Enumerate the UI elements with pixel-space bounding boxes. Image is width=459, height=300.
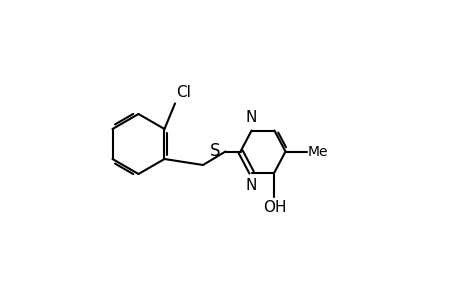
Text: N: N xyxy=(246,178,257,193)
Text: S: S xyxy=(209,142,219,160)
Text: N: N xyxy=(246,110,257,125)
Text: Me: Me xyxy=(308,145,328,158)
Text: OH: OH xyxy=(262,200,285,215)
Text: Cl: Cl xyxy=(176,85,191,100)
